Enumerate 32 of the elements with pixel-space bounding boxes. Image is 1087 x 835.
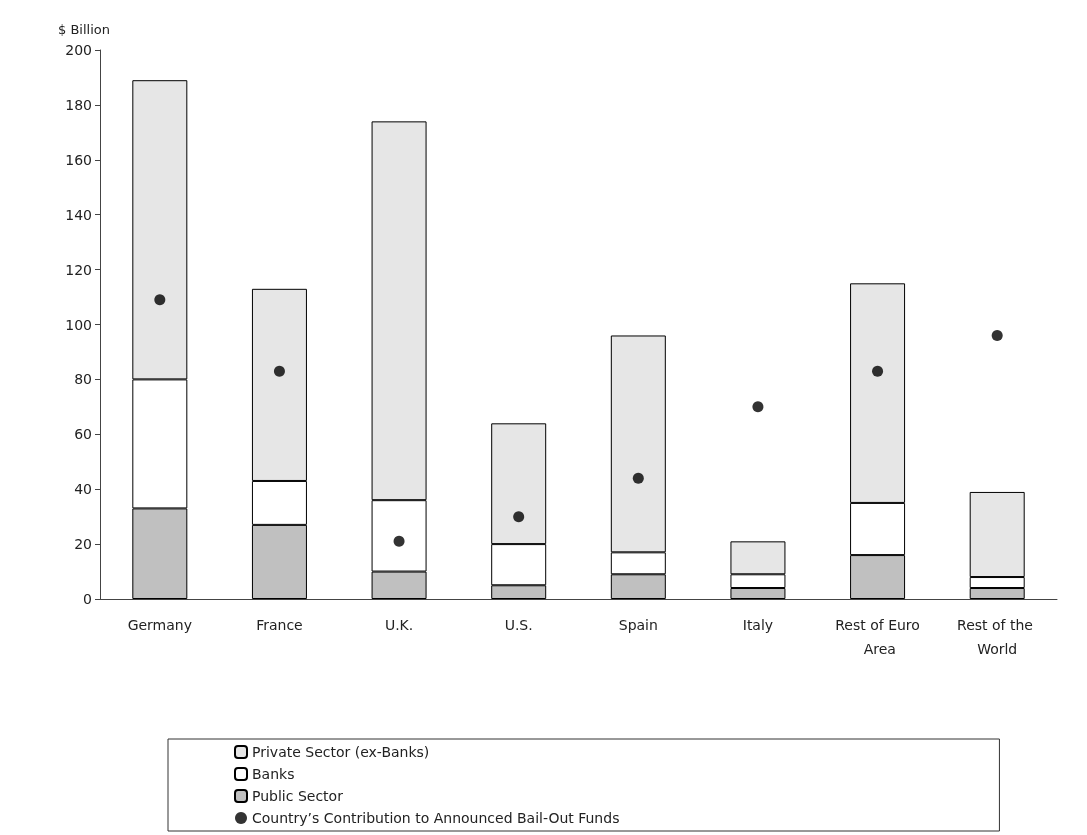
x-tick-label: Rest of the World bbox=[957, 617, 1038, 657]
y-tick-label: 60 bbox=[74, 426, 92, 443]
y-tick-label: 0 bbox=[83, 591, 92, 607]
x-tick-label: France bbox=[256, 617, 303, 633]
point bbox=[872, 365, 884, 377]
point bbox=[991, 329, 1003, 341]
point bbox=[273, 365, 285, 377]
x-tick-label: U.K. bbox=[384, 617, 414, 633]
x-tick-label: U.S. bbox=[504, 617, 533, 633]
point bbox=[513, 511, 525, 523]
y-tick-label: 20 bbox=[74, 536, 92, 553]
y-tick-label: 160 bbox=[65, 151, 92, 168]
x-tick-label: Germany bbox=[127, 617, 192, 633]
legend-label: Country’s Contribution to Announced Bail-Out Funds bbox=[252, 810, 620, 826]
x-tick-label: Italy bbox=[742, 617, 774, 633]
point bbox=[632, 472, 644, 484]
x-tick-label: Rest of Euro Area bbox=[835, 617, 920, 657]
point bbox=[154, 294, 166, 306]
y-tick-label: 120 bbox=[65, 261, 92, 278]
y-axis-title: $ Billion bbox=[58, 22, 110, 37]
legend-label: Public Sector bbox=[252, 788, 344, 804]
x-tick-label: Spain bbox=[618, 617, 658, 633]
y-tick-label: 140 bbox=[65, 206, 92, 223]
legend-label: Banks bbox=[252, 766, 295, 782]
y-tick-label: 40 bbox=[74, 481, 92, 498]
point bbox=[393, 535, 405, 547]
point bbox=[752, 401, 764, 413]
legend-label: Private Sector (ex-Banks) bbox=[252, 744, 430, 760]
y-tick-label: 180 bbox=[65, 96, 92, 113]
y-tick-label: 200 bbox=[65, 42, 92, 58]
y-tick-label: 100 bbox=[65, 316, 92, 333]
y-tick-label: 80 bbox=[74, 371, 92, 388]
